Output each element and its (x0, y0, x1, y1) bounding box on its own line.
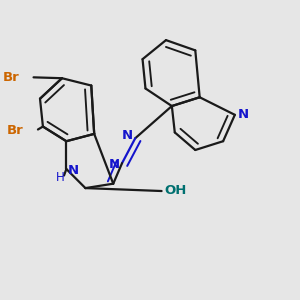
Text: H: H (56, 171, 65, 184)
Text: Br: Br (3, 71, 20, 84)
Text: N: N (122, 129, 133, 142)
Text: N: N (108, 158, 119, 171)
Text: N: N (238, 108, 249, 121)
Text: Br: Br (7, 124, 24, 137)
Text: OH: OH (164, 184, 187, 197)
Text: N: N (68, 164, 79, 177)
